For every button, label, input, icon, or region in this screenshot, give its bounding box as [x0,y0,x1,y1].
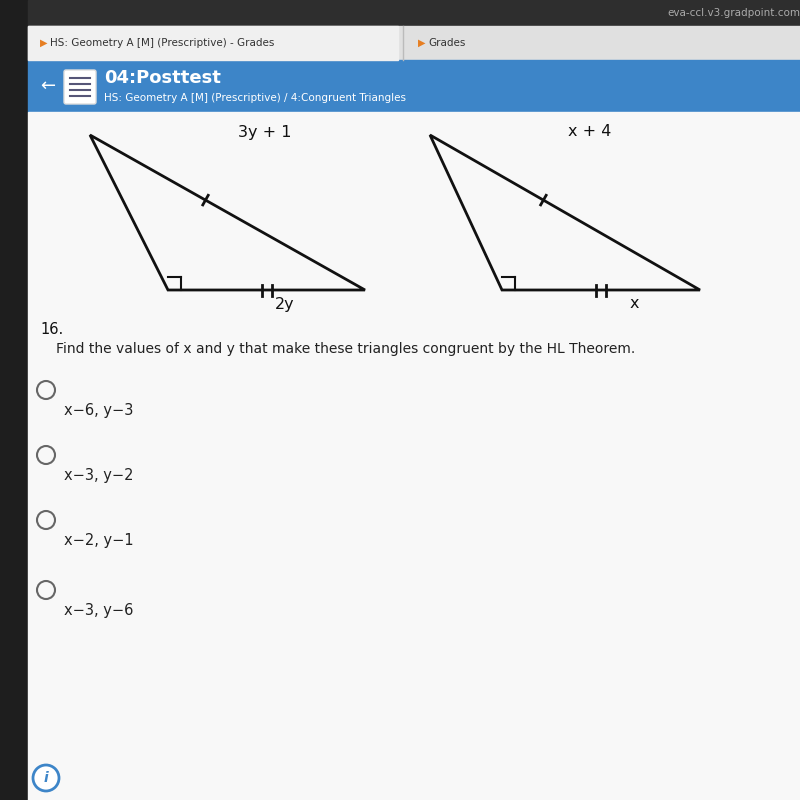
Circle shape [33,765,59,791]
Bar [0,0,28,800]
Text: HS: Geometry A [M] (Prescriptive) / 4:Congruent Triangles: HS: Geometry A [M] (Prescriptive) / 4:Co… [104,93,406,103]
Text: HS: Geometry A [M] (Prescriptive) - Grades: HS: Geometry A [M] (Prescriptive) - Grad… [50,38,274,48]
Bar [28,26,398,60]
Text: x: x [630,297,638,311]
Text: ←: ← [40,77,55,95]
Bar [28,26,800,60]
Text: x−6, y−3: x−6, y−3 [64,403,134,418]
Bar [28,112,800,800]
Text: i: i [44,771,48,785]
Text: x−3, y−6: x−3, y−6 [64,603,134,618]
Text: ▶: ▶ [40,38,47,48]
Text: x−3, y−2: x−3, y−2 [64,468,134,483]
Text: 16.: 16. [40,322,63,337]
Bar [28,60,800,112]
Text: Find the values of x and y that make these triangles congruent by the HL Theorem: Find the values of x and y that make the… [56,342,635,356]
Text: Grades: Grades [428,38,466,48]
Text: 2y: 2y [275,297,295,311]
Text: eva-ccl.v3.gradpoint.com: eva-ccl.v3.gradpoint.com [667,8,800,18]
Text: x + 4: x + 4 [568,125,612,139]
Text: 04:Posttest: 04:Posttest [104,69,221,87]
Text: 3y + 1: 3y + 1 [238,125,292,139]
Bar [28,0,800,26]
Text: x−2, y−1: x−2, y−1 [64,533,134,548]
Text: ▶: ▶ [418,38,426,48]
FancyBboxPatch shape [64,70,96,104]
